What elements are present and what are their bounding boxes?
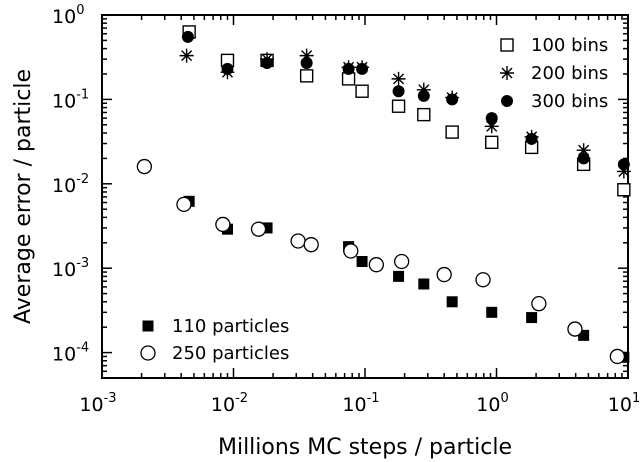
data-point [417, 107, 431, 122]
data-point [261, 222, 273, 234]
data-point [393, 270, 405, 282]
legend-marker [142, 320, 154, 332]
series-2 [181, 30, 630, 171]
y-tick-label: 10-3 [52, 256, 89, 281]
data-point [475, 272, 491, 288]
data-point [446, 296, 458, 308]
data-point [416, 82, 431, 97]
data-point [576, 143, 591, 158]
data-point [484, 119, 499, 134]
data-marks [136, 25, 631, 365]
data-point [392, 85, 405, 98]
legend-label: 200 bins [531, 63, 608, 84]
data-point [417, 89, 430, 102]
data-point [355, 84, 369, 98]
data-point [300, 56, 313, 69]
data-point [176, 196, 192, 213]
data-point [567, 321, 583, 337]
legend-marker [500, 66, 514, 80]
data-point [299, 69, 314, 83]
data-point [261, 56, 274, 69]
series-3 [183, 195, 630, 363]
data-point [290, 233, 306, 249]
x-axis-label: Millions MC steps / particle [218, 435, 512, 460]
series-4 [136, 158, 626, 365]
data-point [526, 312, 538, 324]
data-point [356, 256, 368, 268]
legend-label: 300 bins [531, 91, 608, 112]
data-point [342, 62, 355, 75]
legend-marker [500, 38, 514, 52]
data-point [485, 112, 498, 125]
data-point [250, 221, 267, 237]
data-point [609, 348, 626, 365]
data-point [616, 164, 631, 179]
data-point [221, 62, 234, 75]
data-point [394, 253, 410, 270]
data-point [617, 183, 631, 197]
data-point [531, 296, 547, 312]
data-point [578, 329, 590, 341]
legends: 100 bins 200 bins 300 bins 110 particles 250… [140, 35, 608, 364]
y-axis-label: Average error / particle [11, 69, 36, 324]
data-point [525, 132, 538, 145]
data-point [391, 71, 406, 86]
y-tick-label: 10-2 [52, 172, 89, 197]
legend-marker [501, 95, 513, 107]
data-point [343, 243, 359, 259]
data-point [446, 93, 459, 106]
data-point [299, 48, 314, 63]
data-point [436, 266, 452, 283]
data-point [445, 125, 459, 139]
legend-marker [140, 345, 156, 361]
data-point [303, 237, 319, 253]
x-tick-label: 10-2 [211, 391, 248, 416]
data-point [418, 278, 430, 290]
data-point [179, 48, 194, 63]
data-point [577, 152, 590, 165]
y-tick-label: 100 [52, 3, 84, 28]
data-point [356, 62, 369, 75]
y-tick-label: 10-4 [52, 341, 89, 366]
data-point [617, 158, 630, 171]
x-tick-label: 100 [476, 391, 508, 416]
data-point [486, 306, 498, 318]
series-0 [182, 25, 631, 197]
y-tick-label: 10-1 [52, 87, 89, 112]
data-point [136, 158, 153, 175]
legend-label: 250 particles [172, 343, 289, 364]
data-point [215, 216, 231, 233]
data-point [181, 30, 194, 43]
legend-label: 110 particles [172, 316, 289, 337]
data-point [368, 257, 385, 273]
x-tick-label: 101 [608, 391, 640, 416]
x-tick-label: 10-3 [79, 391, 116, 416]
x-tick-label: 10-1 [342, 391, 379, 416]
data-point [391, 99, 406, 113]
legend-label: 100 bins [531, 35, 608, 56]
data-point [485, 135, 499, 150]
tick-labels: 10-3 10-2 10-1 100 101 100 10-1 10-2 10-3 10-4 [52, 3, 640, 416]
